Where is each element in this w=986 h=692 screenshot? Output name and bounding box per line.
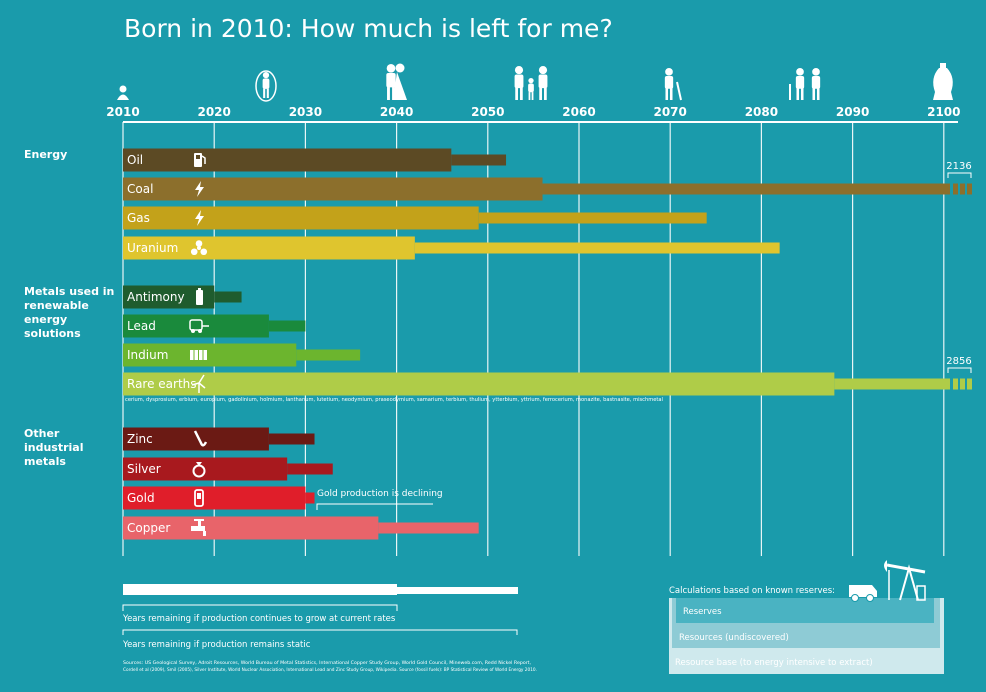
page-title: Born in 2010: How much is left for me? — [124, 14, 613, 43]
group-label-other-industrial-metals: Other industrial metals — [24, 427, 84, 468]
bar-label-copper: Copper — [127, 521, 170, 535]
gold-annotation: Gold production is declining — [317, 489, 443, 499]
static-bar-antimony — [214, 291, 242, 303]
legend-static-label: Years remaining if production remains st… — [122, 640, 311, 650]
legend-growth-bar — [123, 584, 397, 595]
urn-icon — [933, 63, 953, 100]
legend-growth-label: Years remaining if production continues … — [122, 614, 396, 624]
static-bar-gas — [478, 212, 707, 224]
growth-bar-coal — [123, 177, 543, 201]
sources-line-2: Cordell et al (2009), Smil (2005), Silve… — [123, 667, 537, 673]
tick-label: 2020 — [197, 105, 230, 119]
overflow-dash — [953, 378, 958, 390]
baby-icon — [117, 85, 129, 100]
static-bar-lead — [268, 320, 306, 332]
static-bar-silver — [287, 463, 333, 475]
lightning-icon — [195, 181, 204, 197]
child-skipping-icon — [255, 70, 277, 102]
tick-label: 2060 — [562, 105, 595, 119]
bar-label-silver: Silver — [127, 462, 161, 476]
static-bar-indium — [296, 349, 361, 361]
elderly-couple-icon — [789, 68, 821, 100]
tick-label: 2070 — [653, 105, 686, 119]
tick-label: 2010 — [106, 105, 139, 119]
bar-label-antimony: Antimony — [127, 290, 185, 304]
tick-label: 2100 — [927, 105, 960, 119]
oil-pump-icon — [884, 560, 926, 601]
reserves-level-resource-base-to-energy-intensive-to-extract: Resource base (to energy intensive to ex… — [675, 658, 873, 668]
overflow-label: 2136 — [946, 161, 971, 172]
gold-annotation-line — [316, 503, 433, 510]
bar-label-uranium: Uranium — [127, 241, 178, 255]
static-bar-gold — [305, 492, 315, 504]
reserves-level-resources-undiscovered: Resources (undiscovered) — [679, 633, 789, 643]
tick-label: 2030 — [289, 105, 322, 119]
bar-label-coal: Coal — [127, 182, 153, 196]
overflow-bracket — [947, 367, 972, 373]
bride-groom-icon — [386, 63, 407, 100]
sources-line-1: Sources: US Geological Survey, Adroit Re… — [123, 660, 531, 666]
legend-static-bar — [397, 587, 518, 594]
growth-bar-rare-earths — [123, 372, 835, 396]
growth-bar-zinc — [123, 427, 269, 451]
bar-label-gold: Gold — [127, 491, 155, 505]
tick-label: 2080 — [745, 105, 778, 119]
tick-label: 2090 — [836, 105, 869, 119]
reserves-heading: Calculations based on known reserves: — [669, 586, 835, 596]
static-bar-rare-earths — [834, 378, 950, 390]
overflow-dash — [960, 378, 965, 390]
overflow-bracket — [947, 172, 972, 178]
overflow-dash — [960, 183, 965, 195]
group-label-energy: Energy — [24, 148, 67, 161]
static-bar-zinc — [268, 433, 315, 445]
reserves-level-reserves: Reserves — [683, 607, 722, 617]
growth-bar-antimony — [123, 285, 215, 309]
overflow-dash — [967, 378, 972, 390]
electric-car-icon — [189, 319, 209, 333]
static-bar-copper — [378, 522, 479, 534]
growth-bar-gas — [123, 206, 479, 230]
growth-bar-oil — [123, 148, 452, 172]
reserves-layer — [676, 598, 934, 623]
battery-icon — [196, 288, 203, 305]
bar-label-lead: Lead — [127, 319, 156, 333]
group-label-metals-used-in-renewable-energy-solutions: Metals used in renewable energy solutions — [24, 285, 114, 340]
overflow-label: 2856 — [946, 356, 971, 367]
overflow-dash — [967, 183, 972, 195]
growth-bar-lead — [123, 314, 269, 338]
bar-label-oil: Oil — [127, 153, 143, 167]
fuel-pump-icon — [194, 153, 206, 167]
tick-label: 2050 — [471, 105, 504, 119]
wind-turbine-icon — [191, 374, 206, 393]
growth-bar-indium — [123, 343, 297, 367]
static-bar-uranium — [414, 242, 780, 254]
elderly-man-icon — [664, 68, 682, 101]
faucet-icon — [191, 519, 206, 536]
growth-bar-gold — [123, 486, 306, 510]
overflow-dash — [953, 183, 958, 195]
legend-growth-bracket — [122, 604, 398, 611]
bar-label-gas: Gas — [127, 211, 150, 225]
saxophone-icon — [193, 430, 208, 447]
ring-icon — [192, 462, 206, 478]
bar-label-zinc: Zinc — [127, 432, 153, 446]
tick-label: 2040 — [380, 105, 413, 119]
bar-label-indium: Indium — [127, 348, 168, 362]
static-bar-oil — [451, 154, 507, 166]
mining-truck-icon — [849, 585, 877, 602]
static-bar-coal — [542, 183, 950, 195]
rare-earths-subnote: cerium, dysprosium, erbium, europium, ga… — [125, 397, 663, 403]
growth-bar-copper — [123, 516, 379, 540]
legend-static-bracket — [122, 629, 518, 635]
family-icon — [514, 66, 548, 100]
solar-panel-icon — [190, 350, 207, 360]
bar-label-rare-earths: Rare earths — [127, 377, 197, 391]
mobile-phone-icon — [194, 489, 204, 507]
lightning-icon — [195, 210, 204, 226]
radiation-icon — [190, 240, 208, 256]
